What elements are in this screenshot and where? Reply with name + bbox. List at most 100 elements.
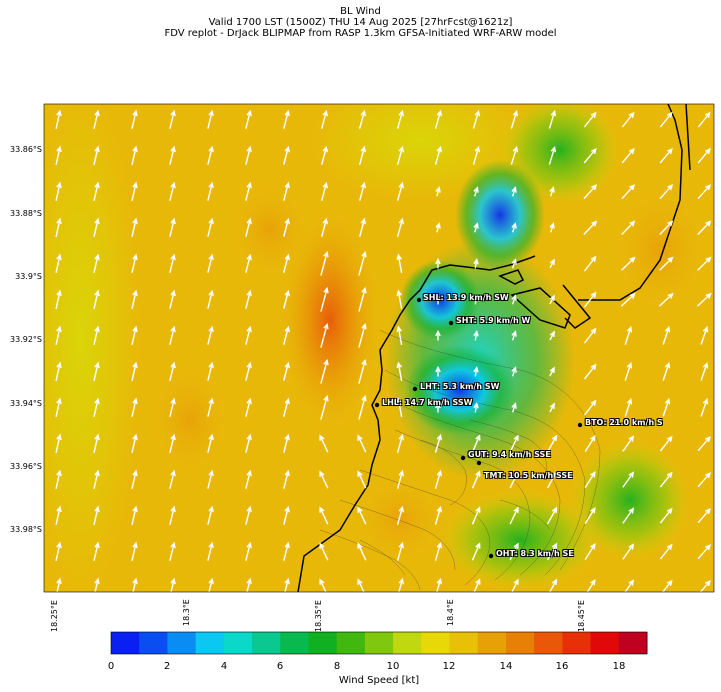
wind-arrow [319, 506, 329, 525]
colorbar-segment [364, 632, 394, 654]
wind-arrow [697, 435, 711, 452]
wind-arrow [93, 217, 100, 237]
wind-arrow [624, 397, 633, 417]
wind-arrow [208, 577, 214, 592]
wind-arrow [473, 186, 479, 197]
wind-arrow [169, 253, 176, 273]
wind-arrow [207, 181, 214, 201]
wind-arrow [659, 256, 674, 271]
wind-arrow [55, 289, 62, 309]
wind-arrow [283, 361, 290, 381]
wind-arrow [622, 435, 635, 452]
wind-arrow [321, 181, 328, 201]
wind-arrow [434, 541, 442, 561]
wind-arrow [396, 469, 404, 489]
wind-arrow [471, 434, 481, 453]
wind-arrow [131, 253, 138, 273]
wind-arrow [245, 181, 252, 201]
station-label-gut: GUT: 9.4 km/h SSE [468, 450, 551, 459]
wind-arrow [511, 330, 517, 341]
wind-arrow [246, 577, 252, 592]
wind-arrow [396, 541, 404, 561]
colorbar-segment [195, 632, 225, 654]
wind-arrow [549, 402, 555, 413]
wind-arrow [55, 505, 62, 525]
wind-arrow [357, 578, 365, 592]
wind-arrow [207, 109, 214, 129]
colorbar-segment [111, 632, 140, 654]
wind-arrow [622, 471, 635, 488]
wind-arrow [169, 397, 176, 417]
station-dot [448, 320, 454, 326]
wind-arrow [662, 398, 671, 417]
wind-arrow [435, 329, 441, 341]
wind-arrow [621, 256, 636, 271]
wind-arrow [511, 294, 517, 305]
terrain-contours [319, 329, 601, 591]
wind-arrow [658, 292, 674, 307]
wind-arrow [396, 145, 404, 165]
station-dot [577, 422, 583, 428]
colorbar-segment [393, 632, 422, 654]
wind-arrow [661, 579, 673, 592]
wind-arrow [434, 109, 442, 129]
wind-arrow [699, 579, 711, 592]
wind-arrow [358, 109, 366, 129]
wind-arrow [548, 109, 557, 129]
colorbar-tick-16: 16 [555, 661, 569, 672]
wind-arrow [131, 361, 138, 381]
wind-arrow [471, 506, 481, 525]
station-label-bto: BTO: 21.0 km/h S [585, 418, 663, 427]
colorbar-frame [110, 631, 648, 655]
wind-arrow [245, 145, 252, 165]
wind-arrow [583, 399, 597, 416]
station-markers [374, 297, 583, 559]
wind-arrow [245, 109, 252, 129]
wind-arrow [283, 397, 290, 417]
wind-arrow [549, 366, 555, 377]
colorbar-segment [308, 632, 338, 654]
wind-arrow [170, 577, 176, 592]
wind-arrow [55, 397, 62, 417]
wind-arrow [584, 471, 596, 488]
wind-arrow [55, 217, 62, 237]
wind-arrow [283, 541, 290, 561]
wind-arrow [621, 184, 636, 200]
wind-arrow [473, 222, 479, 233]
wind-arrow [283, 217, 290, 237]
wind-arrow [700, 361, 709, 381]
wind-arrow [583, 291, 597, 308]
wind-arrow [131, 541, 138, 561]
colorbar-segment [449, 632, 479, 654]
wind-arrow [549, 186, 555, 197]
wind-arrow [584, 543, 596, 560]
wind-arrow [245, 397, 252, 417]
wind-arrow [659, 184, 674, 200]
wind-arrow [659, 507, 673, 524]
colorbar [110, 631, 648, 655]
wind-arrow [93, 325, 100, 345]
wind-arrow [357, 434, 367, 453]
wind-arrow [320, 250, 329, 276]
wind-arrow [583, 184, 598, 200]
station-dot [412, 386, 418, 392]
wind-arrow [583, 111, 597, 128]
wind-arrow [207, 541, 214, 561]
wind-arrow [396, 217, 404, 237]
wind-arrow [398, 577, 404, 592]
wind-arrow [93, 397, 100, 417]
wind-arrow [700, 325, 709, 345]
wind-arrow [697, 147, 711, 164]
colorbar-segment [477, 632, 507, 654]
wind-arrow [396, 361, 403, 382]
lat-label-33-9: 33.9°S [15, 272, 42, 281]
wind-arrow [207, 289, 214, 309]
wind-arrow [434, 469, 442, 489]
colorbar-segment [139, 632, 168, 654]
station-label-shl: SHL: 13.9 km/h SW [423, 293, 509, 302]
wind-arrow [321, 109, 328, 129]
wind-arrow [358, 394, 367, 420]
wind-arrow [697, 543, 711, 560]
wind-arrow [697, 184, 712, 200]
